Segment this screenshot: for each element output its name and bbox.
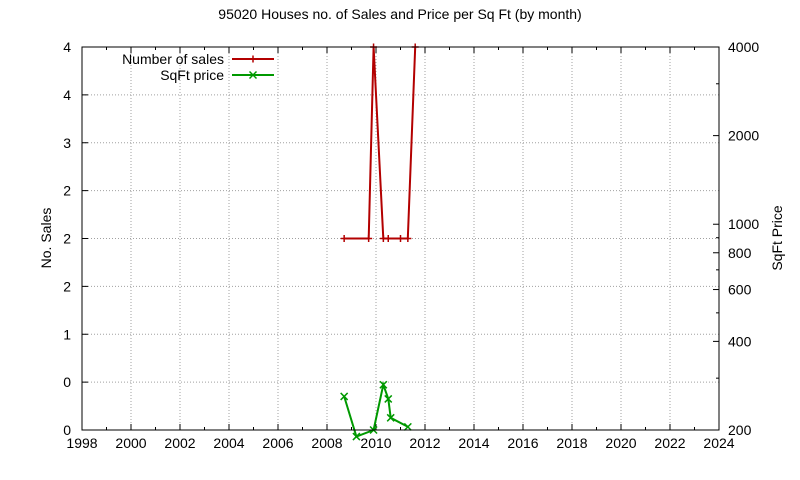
data-point-1 [397,235,404,242]
x-axis: 1998 2000 2002 2004 2006 2008 2010 2012 2014 2016… [66,47,735,451]
x-tick-label: 2006 [262,435,293,451]
x-tick-label: 2010 [360,435,391,451]
x-tick-label: 2016 [507,435,538,451]
x-tick-label: 2004 [213,435,244,451]
data-point-2 [379,380,388,389]
y2-tick-label: 800 [728,245,752,261]
chart-title: 95020 Houses no. of Sales and Price per … [218,6,581,22]
legend-marker [248,70,258,80]
x-tick-label: 2002 [164,435,195,451]
data-point-2 [352,432,361,441]
x-tick-label: 2000 [115,435,146,451]
y-axis-label: No. Sales [38,208,54,269]
data-point-2 [340,392,349,401]
y-tick-label: 2 [63,278,71,294]
y-tick-label: 1 [63,326,71,342]
y2-tick-label: 200 [728,422,752,438]
x-tick-label: 2022 [654,435,685,451]
plot-frame [81,46,720,431]
y2-tick-label: 4000 [728,39,759,55]
y-tick-label: 2 [63,183,71,199]
x-tick-label: 2014 [458,435,489,451]
y2-tick-label: 2000 [728,128,759,144]
y2-tick-label: 400 [728,333,752,349]
data-point-1 [365,235,373,242]
legend-label: Number of sales [122,51,224,67]
y-tick-label: 0 [63,422,71,438]
y2-axis-label: SqFt Price [769,205,785,271]
y2-tick-label: 600 [728,282,752,298]
x-tick-label: 2024 [703,435,734,451]
y-axis: 0 0 1 2 2 2 3 4 4 [63,39,88,438]
x-tick-label: 2020 [605,435,636,451]
y-tick-label: 3 [63,135,71,151]
y2-tick-label: 1000 [728,216,759,232]
x-tick-label: 2012 [409,435,440,451]
series-layer [340,43,419,441]
y-tick-label: 0 [63,374,71,390]
data-point-2 [384,394,393,403]
x-tick-label: 1998 [66,435,97,451]
y-tick-label: 4 [63,87,71,103]
data-point-1 [384,235,392,242]
y-tick-label: 4 [63,39,71,55]
legend-label: SqFt price [160,67,224,83]
data-point-2 [403,422,412,431]
y2-axis: 200 400 600 800 1000 2000 4000 [713,39,759,438]
data-point-2 [386,413,395,422]
legend-marker [249,55,257,63]
data-point-1 [404,235,412,242]
data-point-1 [340,235,348,242]
y-tick-label: 2 [63,231,71,247]
x-tick-label: 2008 [311,435,342,451]
x-tick-label: 2018 [556,435,587,451]
